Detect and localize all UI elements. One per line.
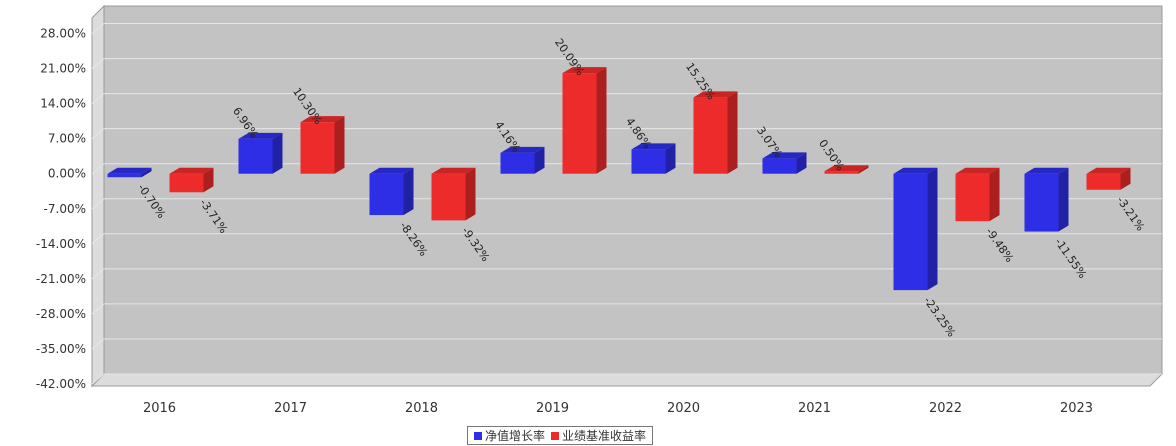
bar-side: [927, 167, 938, 291]
legend-item-series-2: 业绩基准收益率: [551, 427, 646, 444]
y-tick-label: -7.00%: [44, 202, 86, 216]
y-tick-label: -42.00%: [36, 377, 86, 391]
y-tick-label: 14.00%: [40, 97, 86, 111]
bar-top: [500, 146, 545, 153]
bar-top: [693, 91, 738, 98]
legend-label-series-1: 净值增长率: [485, 429, 546, 443]
bar-top: [431, 167, 476, 174]
legend-swatch-blue: [474, 431, 482, 440]
bar-top: [369, 167, 414, 174]
gridline-side: [91, 128, 105, 140]
bar-top: [562, 67, 607, 74]
bar-top: [1024, 167, 1069, 174]
bar: [238, 138, 273, 174]
legend-swatch-red: [551, 431, 560, 440]
bar: [824, 171, 859, 174]
bar: [107, 173, 142, 178]
bar: [1024, 173, 1059, 232]
bar-side: [334, 116, 345, 174]
bar: [955, 173, 990, 222]
bar: [693, 97, 728, 174]
bar: [300, 122, 335, 174]
bar-side: [1058, 167, 1069, 232]
bar-top: [107, 167, 152, 174]
y-tick-label: -35.00%: [36, 342, 86, 356]
bar-top: [1086, 167, 1131, 174]
y-tick-label: -21.00%: [36, 272, 86, 286]
gridline-side: [91, 58, 105, 69]
bar-side: [858, 165, 869, 174]
y-tick-label: -14.00%: [36, 237, 86, 251]
gridline-side: [91, 163, 105, 175]
gridline-side: [91, 233, 105, 245]
gridline-side: [91, 198, 105, 210]
bar-top: [762, 152, 807, 159]
x-tick-label: 2018: [405, 401, 438, 416]
bar: [562, 73, 597, 174]
bar: [762, 158, 797, 174]
legend-item-series-1: 净值增长率: [474, 427, 545, 444]
x-tick-label: 2017: [274, 401, 307, 416]
x-tick-label: 2022: [929, 401, 962, 416]
gridline-side: [91, 338, 105, 350]
y-tick-label: 0.00%: [48, 167, 86, 181]
bar-top: [300, 116, 345, 123]
bar-side: [796, 152, 807, 174]
bar-top: [631, 143, 676, 150]
plot-back-wall: [103, 5, 1163, 375]
gridline-side: [91, 373, 105, 385]
legend-label-series-2: 业绩基准收益率: [562, 429, 647, 443]
gridline-side: [91, 268, 105, 280]
x-tick-label: 2016: [143, 401, 176, 416]
bar: [631, 149, 666, 174]
bar-side: [596, 67, 607, 174]
bar-side: [272, 132, 283, 174]
bar: [500, 152, 535, 174]
bar: [1086, 173, 1121, 190]
bar-side: [727, 91, 738, 174]
bar-side: [141, 167, 152, 178]
chart-legend: 净值增长率 业绩基准收益率: [467, 426, 654, 445]
bar-side: [534, 146, 545, 174]
y-tick-label: 28.00%: [40, 27, 86, 41]
bar-chart-plot: 28.00% 21.00% 14.00% 7.00% 0.00% -7.00% -14.00…: [36, 4, 1164, 416]
y-tick-label: 21.00%: [40, 62, 86, 76]
bar: [369, 173, 404, 216]
x-tick-label: 2021: [798, 401, 831, 416]
y-tick-label: -28.00%: [36, 307, 86, 321]
y-tick-label: 7.00%: [48, 132, 86, 146]
bar-top: [955, 167, 1000, 174]
bar: [893, 173, 928, 291]
bar-side: [665, 143, 676, 174]
bar-top: [169, 167, 214, 174]
bar-side: [203, 167, 214, 193]
bar-top: [824, 165, 869, 172]
bar-top: [238, 132, 283, 139]
gridline-side: [91, 93, 105, 105]
gridline-side: [91, 303, 105, 315]
x-tick-label: 2023: [1060, 401, 1093, 416]
bar-side: [403, 167, 414, 216]
x-tick-label: 2019: [536, 401, 569, 416]
x-tick-label: 2020: [667, 401, 700, 416]
bar-side: [465, 167, 476, 221]
bar-side: [989, 167, 1000, 222]
plot-floor: [90, 373, 1164, 387]
bar-top: [893, 167, 938, 174]
bar-side: [1120, 167, 1131, 190]
gridline-side: [91, 23, 105, 34]
bar: [169, 173, 204, 193]
bar: [431, 173, 466, 221]
